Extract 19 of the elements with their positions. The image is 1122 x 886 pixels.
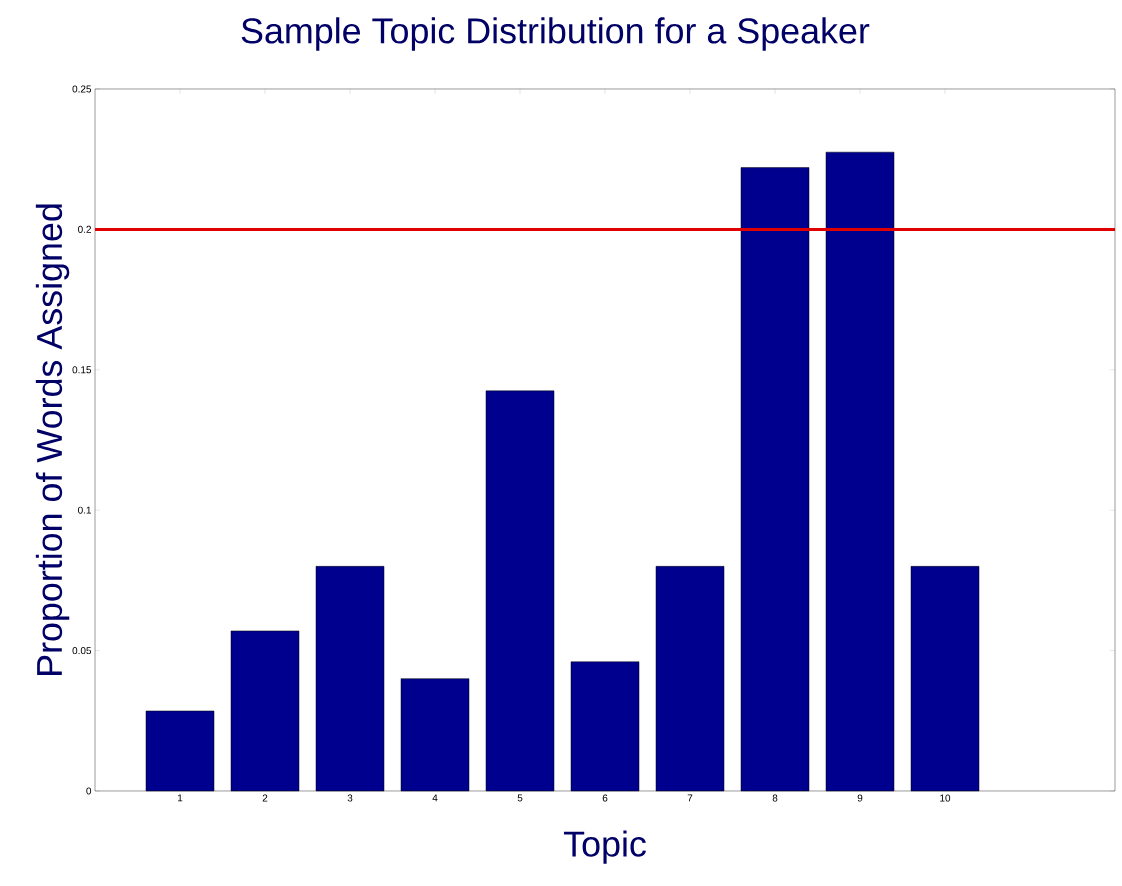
x-tick-label: 9 xyxy=(857,794,863,802)
y-tick-label: 0.1 xyxy=(78,506,92,514)
x-tick-label: 7 xyxy=(687,794,693,802)
x-tick-label: 2 xyxy=(262,794,268,802)
y-axis-title: Proportion of Words Assigned xyxy=(35,204,70,675)
x-tick-label: 8 xyxy=(772,794,778,802)
x-axis-title: Topic xyxy=(563,830,646,864)
y-tick-label: 0.2 xyxy=(78,225,91,233)
x-tick-label: 4 xyxy=(432,794,438,802)
chart-title: Sample Topic Distribution for a Speaker xyxy=(241,17,870,51)
x-tick-label: 6 xyxy=(602,794,608,802)
y-tick-label: 0.05 xyxy=(72,647,92,655)
y-tick-label: 0.25 xyxy=(72,85,92,93)
x-tick-label: 1 xyxy=(178,794,183,802)
x-tick-label: 3 xyxy=(347,794,353,802)
x-tick-label: 5 xyxy=(517,794,523,802)
x-tick-label: 10 xyxy=(940,794,951,802)
y-tick-label: 0.15 xyxy=(72,366,92,374)
y-tick-label: 0 xyxy=(86,787,92,795)
